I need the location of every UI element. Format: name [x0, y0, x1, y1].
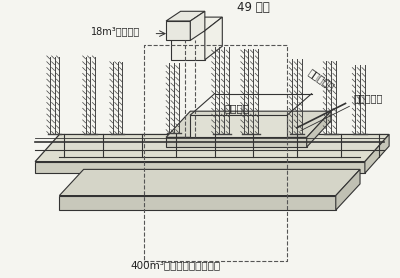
Polygon shape [59, 169, 360, 195]
Text: 400m³生活消防合用蓄水池: 400m³生活消防合用蓄水池 [131, 260, 221, 270]
Polygon shape [59, 195, 336, 210]
Polygon shape [190, 115, 287, 137]
Polygon shape [35, 135, 389, 162]
Polygon shape [166, 111, 331, 137]
Text: 市政给水管: 市政给水管 [353, 94, 383, 104]
Text: 市政给水管: 市政给水管 [307, 67, 336, 92]
Polygon shape [365, 135, 389, 173]
Polygon shape [35, 162, 365, 173]
Polygon shape [190, 11, 205, 40]
Polygon shape [171, 17, 222, 31]
Polygon shape [336, 169, 360, 210]
Polygon shape [171, 31, 205, 60]
Text: 18m³消防容积: 18m³消防容积 [91, 26, 141, 36]
Polygon shape [166, 21, 190, 40]
Polygon shape [166, 137, 307, 147]
Polygon shape [166, 11, 205, 21]
Text: 加唸泵房: 加唸泵房 [224, 103, 249, 113]
Polygon shape [205, 17, 222, 60]
Text: 49 号楼: 49 号楼 [237, 1, 270, 14]
Polygon shape [307, 111, 331, 147]
